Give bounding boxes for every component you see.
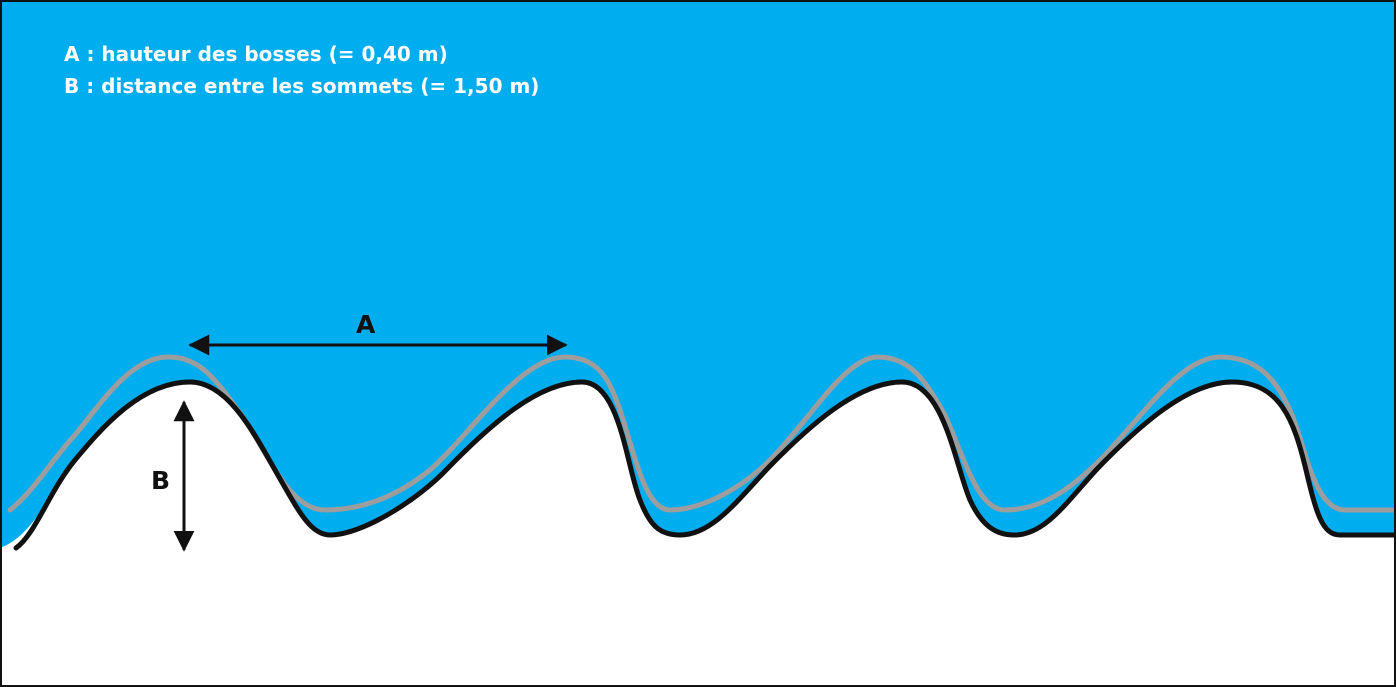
label-a: A	[356, 310, 376, 339]
sky-fill	[0, 0, 1396, 548]
snow-surface-line	[7, 354, 1396, 513]
legend-line-b: B : distance entre les sommets (= 1,50 m…	[64, 74, 540, 98]
label-b: B	[151, 466, 171, 495]
legend-line-a: A : hauteur des bosses (= 0,40 m)	[64, 42, 448, 66]
ground-line	[13, 379, 1396, 551]
legend: A : hauteur des bosses (= 0,40 m) B : di…	[64, 38, 539, 102]
